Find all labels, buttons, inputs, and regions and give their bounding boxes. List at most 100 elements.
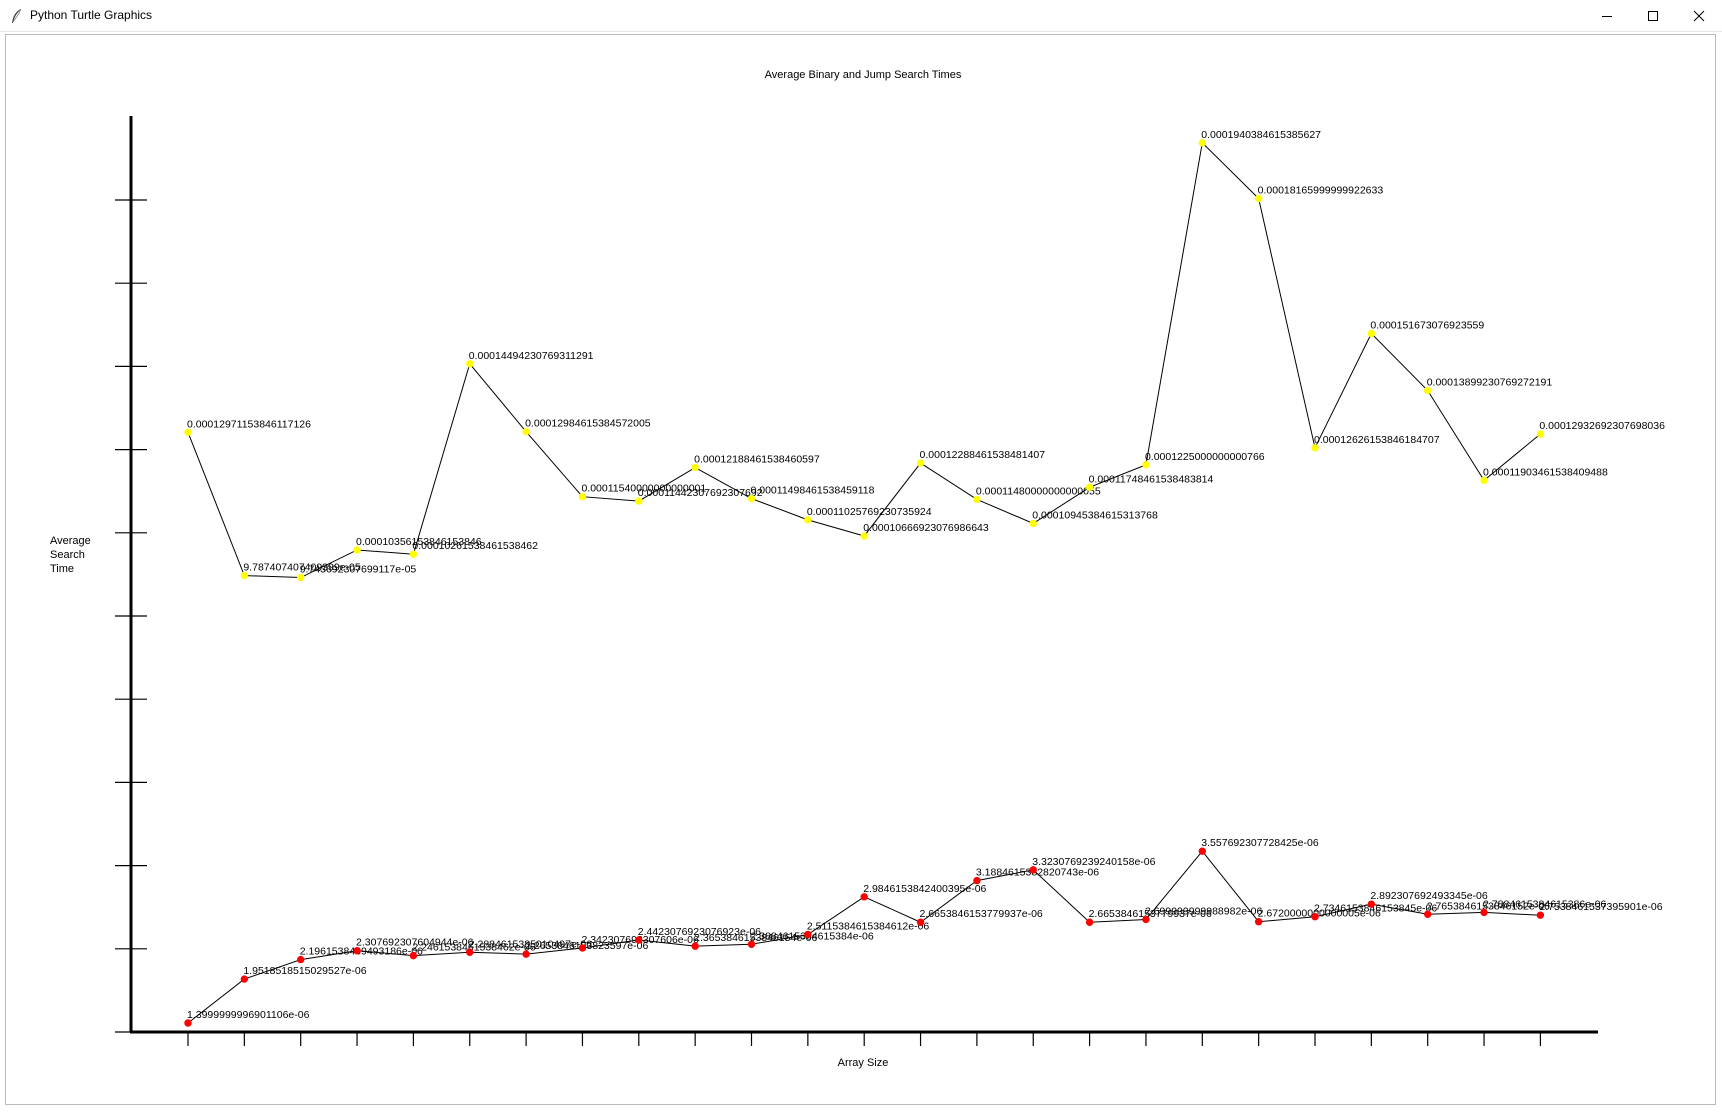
data-point	[466, 360, 474, 368]
data-point	[691, 463, 699, 472]
data-label: 0.00012932692307698036	[1539, 420, 1665, 432]
data-point	[297, 573, 305, 582]
data-point	[1311, 444, 1319, 452]
data-point	[635, 936, 643, 944]
data-label: 0.00010356153846153846	[356, 536, 482, 548]
data-point	[1142, 461, 1150, 469]
data-point	[353, 546, 361, 554]
data-point	[297, 955, 305, 964]
data-point	[973, 876, 981, 885]
data-point	[916, 459, 925, 467]
data-label: 0.00010261538461538462	[412, 540, 538, 552]
data-point	[409, 951, 418, 960]
data-label: 0.00011442307692307692	[638, 487, 763, 499]
data-label: 2.3653846153846154e-06	[694, 932, 817, 944]
data-label: 0.00011498461538459118	[751, 485, 875, 497]
data-label: 2.307692307604944e-06	[356, 937, 474, 949]
data-point	[1367, 329, 1376, 338]
data-label: 0.00012984615384572005	[525, 418, 651, 430]
close-button[interactable]	[1676, 0, 1722, 31]
data-label: 2.5115384615384612e-06	[807, 920, 930, 932]
series-0: 0.00012971153846117126 9.787407407409399e…	[184, 129, 1665, 582]
data-point	[747, 494, 756, 503]
data-label: 2.4423076923076923e-06	[638, 926, 761, 938]
data-label: 2.3884615384615384e-06	[751, 930, 874, 942]
data-label: 0.000151673076923559	[1370, 319, 1484, 331]
data-label: 2.6653846153779937e-06	[1089, 908, 1212, 920]
data-point	[916, 918, 925, 926]
data-point	[522, 950, 530, 958]
data-point	[1480, 908, 1488, 917]
data-label: 2.7884615384615386e-06	[1483, 898, 1606, 910]
data-point	[1142, 915, 1150, 924]
data-label: 0.00013899230769272191	[1427, 377, 1553, 389]
data-point	[353, 947, 361, 955]
data-label: 9.743692307699117e-05	[300, 564, 417, 576]
data-label: 0.00011480000000000055	[976, 485, 1101, 497]
data-point	[240, 975, 249, 983]
data-label: 0.00018165999999922633	[1258, 185, 1384, 197]
data-point	[973, 495, 981, 504]
data-label: 2.2461538461538462e-06	[412, 942, 535, 954]
turtle-canvas	[5, 34, 1716, 1105]
data-point	[747, 940, 756, 948]
data-point	[1029, 519, 1037, 528]
x-axis-label: Array Size	[838, 1057, 889, 1069]
window-title: Python Turtle Graphics	[30, 8, 153, 22]
minimize-button[interactable]	[1584, 0, 1630, 31]
data-label: 0.00012288461538481407	[920, 449, 1046, 461]
data-label: 0.00014494230769311291	[469, 350, 594, 362]
data-label: 2.6653846153779937e-06	[920, 908, 1043, 920]
data-label: 0.0001225000000000766	[1145, 451, 1265, 463]
maximize-button[interactable]	[1630, 0, 1676, 31]
data-point	[860, 532, 868, 540]
data-point	[578, 493, 587, 501]
data-point	[860, 893, 868, 901]
maximize-icon	[1648, 10, 1658, 21]
data-label: 0.00012188461538460597	[694, 454, 820, 466]
data-label: 0.00012971153846117126	[187, 418, 311, 430]
data-label: 2.9846153842400395e-06	[863, 883, 986, 895]
data-point	[1254, 918, 1263, 926]
data-point	[184, 1019, 192, 1027]
data-point	[691, 942, 699, 950]
data-label: 3.1884615382820743e-06	[976, 867, 1099, 879]
data-point	[804, 930, 812, 939]
data-point	[1254, 194, 1263, 203]
data-point	[1198, 847, 1207, 855]
data-label: 1.3999999996901106e-06	[187, 1009, 310, 1021]
data-label: 2.892307692493345e-06	[1370, 890, 1488, 902]
data-point	[1311, 913, 1319, 921]
y-axis-label-line-1: Average	[50, 535, 91, 547]
data-point	[1424, 910, 1432, 918]
data-point	[184, 428, 192, 436]
data-label: 3.557692307728425e-06	[1201, 837, 1319, 849]
data-point	[1536, 911, 1545, 919]
close-icon	[1693, 10, 1705, 21]
window-titlebar: Python Turtle Graphics	[0, 0, 1722, 32]
data-label: 0.00011903461538409488	[1483, 466, 1608, 478]
data-label: 3.3230769239240158e-06	[1032, 856, 1155, 868]
data-label: 2.2653846153823597e-06	[525, 940, 648, 952]
data-point	[804, 516, 812, 524]
data-label: 2.1961538469493186e-06	[300, 946, 423, 958]
data-label: 0.00011540000000000001	[581, 483, 706, 495]
data-label: 0.00010666923076986643	[863, 522, 989, 534]
data-label: 0.00010945384615313768	[1032, 509, 1158, 521]
data-point	[409, 550, 418, 558]
data-point	[1480, 476, 1488, 485]
data-label: 0.00011025769230735924	[807, 506, 932, 518]
data-label: 2.6720000000000005e-06	[1258, 908, 1381, 920]
data-point	[1085, 483, 1094, 492]
minimize-icon	[1602, 15, 1612, 17]
data-point	[1367, 900, 1376, 908]
data-label: 2.699999999988982e-06	[1145, 905, 1263, 917]
data-label: 0.00011748461538483814	[1089, 473, 1214, 485]
data-label: 2.7346153846153845e-06	[1314, 903, 1437, 915]
data-point	[466, 948, 474, 956]
data-point	[1198, 139, 1207, 147]
data-point	[240, 571, 249, 580]
data-label: 1.9518518515029527e-06	[243, 965, 366, 977]
data-label: 2.7538461537395901e-06	[1539, 901, 1662, 913]
